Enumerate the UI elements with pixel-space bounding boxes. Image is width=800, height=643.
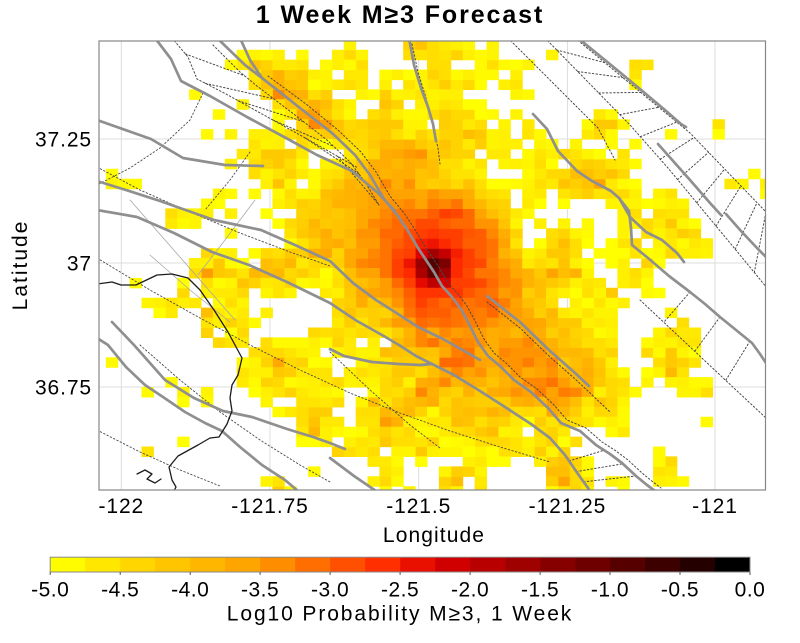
svg-text:-1.5: -1.5 xyxy=(521,578,559,601)
svg-text:-121.75: -121.75 xyxy=(231,495,309,518)
svg-text:-121: -121 xyxy=(692,495,738,518)
svg-text:37: 37 xyxy=(67,253,92,276)
svg-text:-3.5: -3.5 xyxy=(241,578,279,601)
svg-text:Latitude: Latitude xyxy=(9,220,32,311)
svg-text:-4.0: -4.0 xyxy=(171,578,209,601)
svg-text:36.75: 36.75 xyxy=(35,377,92,400)
svg-text:-0.5: -0.5 xyxy=(661,578,699,601)
svg-text:-121.5: -121.5 xyxy=(386,495,451,518)
svg-text:-5.0: -5.0 xyxy=(31,578,69,601)
svg-text:-2.0: -2.0 xyxy=(451,578,489,601)
svg-text:Log10 Probability M≥3, 1 Week: Log10 Probability M≥3, 1 Week xyxy=(227,603,573,626)
svg-text:37.25: 37.25 xyxy=(35,129,92,152)
svg-text:-4.5: -4.5 xyxy=(101,578,139,601)
svg-text:1 Week M≥3 Forecast: 1 Week M≥3 Forecast xyxy=(256,1,544,29)
svg-text:0.0: 0.0 xyxy=(735,578,766,601)
svg-text:-121.25: -121.25 xyxy=(529,495,607,518)
svg-text:-2.5: -2.5 xyxy=(381,578,419,601)
svg-text:-122: -122 xyxy=(98,495,144,518)
svg-text:-1.0: -1.0 xyxy=(591,578,629,601)
svg-text:-3.0: -3.0 xyxy=(311,578,349,601)
svg-text:Longitude: Longitude xyxy=(383,524,485,547)
